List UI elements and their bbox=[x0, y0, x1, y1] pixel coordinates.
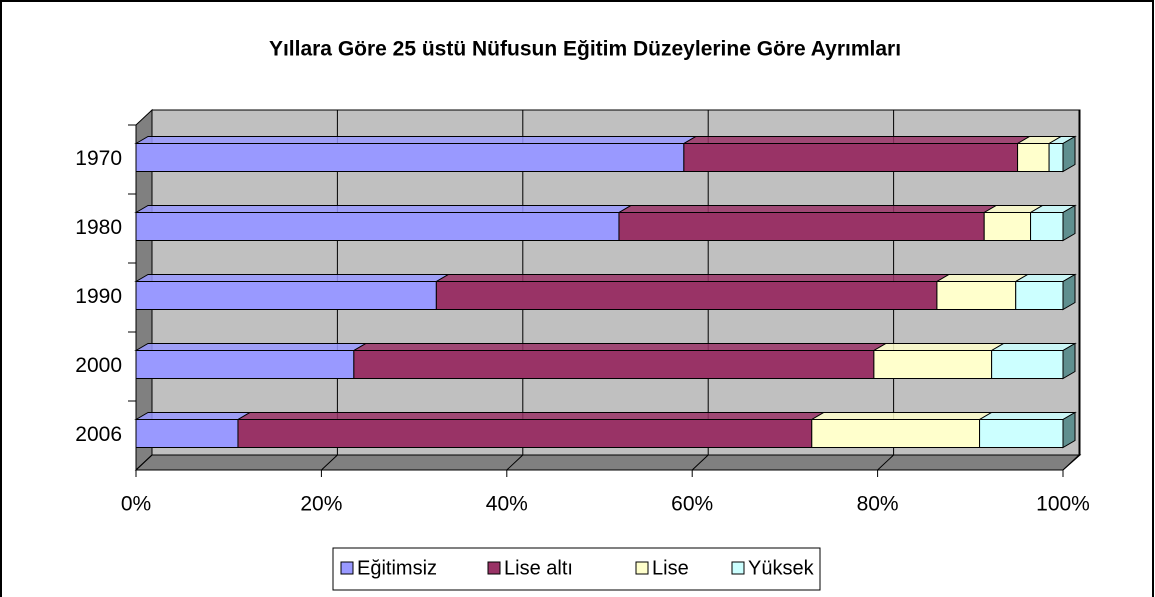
bar-top bbox=[236, 412, 826, 420]
y-tick-label: 2006 bbox=[75, 423, 122, 446]
bar-top bbox=[682, 136, 1032, 144]
bar-top bbox=[134, 205, 633, 213]
bar-top bbox=[134, 136, 698, 144]
x-tick-label: 60% bbox=[671, 493, 713, 516]
legend-swatch bbox=[340, 561, 354, 575]
bar-side bbox=[1062, 204, 1076, 242]
bar bbox=[936, 281, 1017, 310]
grid-line bbox=[1062, 110, 1080, 471]
bar bbox=[1015, 281, 1064, 310]
bar-top bbox=[134, 274, 451, 282]
legend-label: Eğitimsiz bbox=[357, 557, 437, 579]
bar bbox=[618, 212, 985, 241]
legend-swatch bbox=[731, 561, 745, 575]
bar bbox=[683, 143, 1019, 172]
bar-top bbox=[989, 343, 1077, 351]
bar-top bbox=[617, 205, 999, 213]
legend-label: Lise altı bbox=[504, 557, 573, 579]
bar bbox=[1048, 143, 1064, 172]
legend-swatch bbox=[635, 561, 649, 575]
bar bbox=[135, 350, 355, 379]
x-tick-label: 100% bbox=[1036, 493, 1090, 516]
x-tick-label: 40% bbox=[486, 493, 528, 516]
bar-side bbox=[1062, 135, 1076, 173]
y-tick-label: 1990 bbox=[75, 285, 122, 308]
legend-label: Yüksek bbox=[748, 557, 815, 579]
bar-side bbox=[1062, 273, 1076, 311]
bar bbox=[1030, 212, 1064, 241]
bar-top bbox=[134, 412, 252, 420]
y-tick-label: 2000 bbox=[75, 354, 122, 377]
bar bbox=[435, 281, 938, 310]
bar bbox=[135, 419, 239, 448]
bar-top bbox=[872, 343, 1006, 351]
bar bbox=[135, 212, 620, 241]
bar bbox=[237, 419, 813, 448]
x-tick-label: 0% bbox=[121, 493, 151, 516]
bar bbox=[353, 350, 875, 379]
y-tick-label: 1980 bbox=[75, 216, 122, 239]
bar-top bbox=[351, 343, 888, 351]
bar-top bbox=[809, 412, 994, 420]
bar-side bbox=[1062, 342, 1076, 380]
x-tick-label: 80% bbox=[857, 493, 899, 516]
y-tick-label: 1970 bbox=[75, 147, 122, 170]
floor bbox=[134, 454, 1082, 471]
bar bbox=[983, 212, 1032, 241]
bar-top bbox=[935, 274, 1030, 282]
legend-swatch bbox=[487, 561, 501, 575]
bar-top bbox=[434, 274, 951, 282]
x-tick-label: 20% bbox=[300, 493, 342, 516]
legend-items: Eğitimsiz Lise altı Lise Yüksek bbox=[340, 557, 815, 579]
bar-top bbox=[134, 343, 368, 351]
bar-top bbox=[977, 412, 1077, 420]
bar bbox=[135, 281, 437, 310]
bar bbox=[873, 350, 993, 379]
bar bbox=[1017, 143, 1050, 172]
legend-label: Lise bbox=[652, 557, 689, 579]
bar bbox=[991, 350, 1064, 379]
chart-title: Yıllara Göre 25 üstü Nüfusun Eğitim Düze… bbox=[269, 38, 901, 61]
bar-side bbox=[1062, 411, 1076, 449]
bars bbox=[134, 135, 1077, 449]
bar bbox=[979, 419, 1064, 448]
bar bbox=[135, 143, 685, 172]
bar bbox=[811, 419, 981, 448]
